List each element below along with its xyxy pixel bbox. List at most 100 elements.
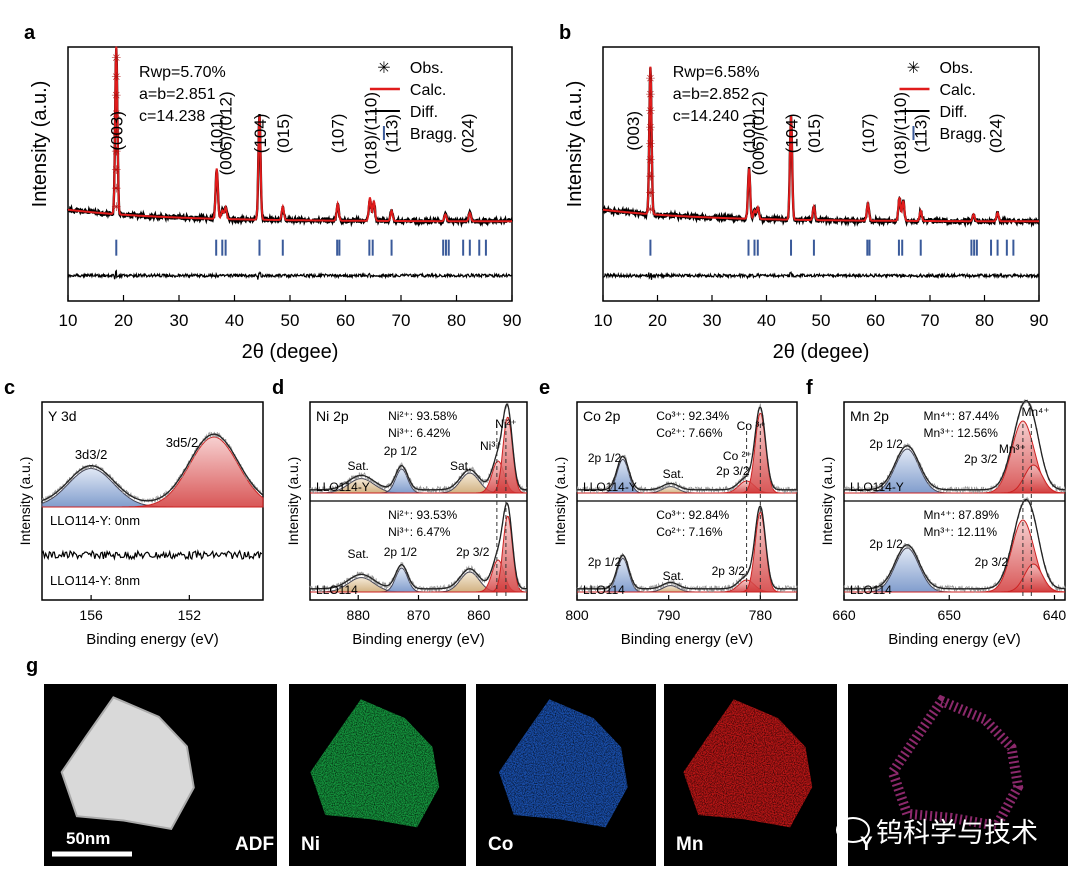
sample-label: LLO114-Y bbox=[850, 480, 904, 494]
peak-label: (104) bbox=[251, 114, 270, 154]
xps-panel-c: 156 152 Binding energy (eV) Intensity (a.u.… bbox=[4, 377, 264, 648]
y-axis-label: Intensity (a.u.) bbox=[285, 457, 301, 546]
particle-shape bbox=[60, 696, 195, 831]
particle-texture bbox=[498, 699, 628, 828]
legend: ✳ Obs. Calc. Diff. Bragg. bbox=[369, 60, 457, 143]
peak-label: 2p 1/2 bbox=[588, 555, 622, 569]
map-co: Co bbox=[476, 684, 656, 866]
peak-label: 2p 1/2 bbox=[384, 545, 418, 559]
peak-label: (015) bbox=[805, 114, 824, 154]
x-tick-label: 50 bbox=[281, 311, 300, 330]
ratio-text: Co³⁺: 92.84% bbox=[656, 508, 729, 522]
legend-label: Bragg. bbox=[939, 126, 986, 143]
component-peak bbox=[42, 436, 264, 508]
panel-letter: b bbox=[559, 22, 571, 44]
xrd-panel-a: 10 20 30 40 50 60 70 80 90 2θ (degee) Intensity (a… bbox=[24, 22, 521, 363]
panel-letter: g bbox=[26, 655, 38, 677]
x-tick-label: 800 bbox=[565, 607, 589, 623]
peak-label: (101) bbox=[740, 114, 759, 154]
envelope-fit bbox=[844, 499, 1065, 590]
peak-label: (113) bbox=[383, 114, 402, 152]
obs-marker: ✳ bbox=[645, 137, 655, 151]
map-label: Co bbox=[488, 834, 513, 855]
peak-label: Co ²⁺ bbox=[723, 449, 752, 463]
peak-label: Mn⁴⁺ bbox=[1021, 405, 1049, 419]
series-calc bbox=[67, 46, 512, 223]
ratio-text: Mn⁴⁺: 87.44% bbox=[924, 409, 1000, 423]
legend-swatch-obs: ✳ bbox=[377, 60, 390, 77]
map-ni: Ni bbox=[289, 684, 466, 866]
legend-swatch-obs: ✳ bbox=[907, 60, 920, 77]
x-tick-label: 780 bbox=[749, 607, 773, 623]
obs-marker: ✳ bbox=[645, 170, 655, 184]
obs-marker: ✳ bbox=[111, 70, 121, 84]
peak-label: (018)/(110) bbox=[891, 92, 910, 175]
x-tick-label: 90 bbox=[503, 311, 522, 330]
obs-marker: ✳ bbox=[111, 182, 121, 196]
panel-letter: d bbox=[272, 377, 284, 399]
sample-label: LLO114 bbox=[316, 583, 358, 597]
map-y: Y bbox=[848, 684, 1068, 866]
xrd-panel-b: 10 20 30 40 50 60 70 80 90 2θ (degee) Intensity (a… bbox=[559, 22, 1048, 363]
obs-marker: ✳ bbox=[645, 71, 655, 85]
sample-label: LLO114-Y: 8nm bbox=[50, 573, 140, 588]
legend-label: Obs. bbox=[410, 60, 444, 77]
obs-marker: ✳ bbox=[111, 144, 121, 158]
x-tick-label: 860 bbox=[467, 607, 491, 623]
obs-marker: ✳ bbox=[645, 104, 655, 118]
peak-label: Sat. bbox=[663, 467, 684, 481]
map-mn: Mn bbox=[664, 684, 837, 866]
element-label: Mn 2p bbox=[850, 408, 889, 424]
ratio-text: Co³⁺: 92.34% bbox=[656, 409, 729, 423]
x-axis-label: Binding energy (eV) bbox=[621, 631, 754, 648]
xps-panel-d: 880 870 860 Binding energy (eV) Intensity (a… bbox=[272, 377, 528, 648]
ratio-text: Co²⁺: 7.16% bbox=[656, 525, 723, 539]
obs-marker: ✳ bbox=[111, 163, 121, 177]
x-axis-label: Binding energy (eV) bbox=[888, 631, 1021, 648]
x-tick-label: 90 bbox=[1030, 311, 1049, 330]
x-tick-label: 80 bbox=[447, 311, 466, 330]
xps-panel-f: 660 650 640 Binding energy (eV) Intensity (a… bbox=[806, 377, 1066, 648]
y-axis-label: Intensity (a.u.) bbox=[564, 81, 586, 208]
peak-label: Sat. bbox=[348, 459, 369, 473]
x-axis-label: 2θ (degee) bbox=[242, 341, 339, 363]
obs-marker: ✳ bbox=[111, 88, 121, 102]
x-tick-label: 20 bbox=[648, 311, 667, 330]
legend: ✳ Obs. Calc. Diff. Bragg. bbox=[899, 60, 987, 143]
peak-label: Co ³⁺ bbox=[737, 419, 766, 433]
element-label: Y 3d bbox=[48, 408, 77, 424]
watermark: 钨科学与技术 bbox=[836, 810, 1066, 850]
peak-label: Ni³⁺ bbox=[480, 439, 502, 453]
obs-marker: ✳ bbox=[645, 120, 655, 134]
y-axis-label: Intensity (a.u.) bbox=[29, 81, 51, 208]
peak-label: 2p 3/2 bbox=[456, 545, 490, 559]
legend-label: Diff. bbox=[939, 104, 967, 121]
x-tick-label: 30 bbox=[170, 311, 189, 330]
obs-marker: ✳ bbox=[111, 200, 121, 214]
x-tick-label: 70 bbox=[392, 311, 411, 330]
obs-marker: ✳ bbox=[111, 126, 121, 140]
peak-label: (113) bbox=[912, 114, 931, 152]
x-tick-label: 30 bbox=[703, 311, 722, 330]
sample-label: LLO114-Y: 0nm bbox=[50, 513, 140, 528]
series-diff bbox=[67, 269, 513, 280]
map-label: ADF bbox=[235, 834, 274, 855]
sample-label: LLO114-Y bbox=[583, 480, 637, 494]
peak-label: (018)/(110) bbox=[361, 92, 380, 175]
x-tick-label: 60 bbox=[866, 311, 885, 330]
mapping-panel-g: g 50nm ADF Ni Co Mn Y bbox=[26, 655, 1068, 866]
component-peak bbox=[577, 511, 797, 593]
sample-label: LLO114-Y bbox=[316, 480, 370, 494]
obs-marker: ✳ bbox=[645, 202, 655, 216]
peak-label: (003) bbox=[107, 111, 126, 151]
map-label: Ni bbox=[301, 834, 320, 855]
peak-label: 2p 3/2 bbox=[975, 555, 1009, 569]
peak-label: Sat. bbox=[348, 547, 369, 561]
legend-label: Bragg. bbox=[410, 126, 457, 143]
x-tick-label: 40 bbox=[757, 311, 776, 330]
peak-label: (107) bbox=[329, 114, 348, 154]
peak-label: 2p 1/2 bbox=[869, 537, 903, 551]
envelope-fit bbox=[577, 505, 797, 590]
x-tick-label: 660 bbox=[832, 607, 856, 623]
